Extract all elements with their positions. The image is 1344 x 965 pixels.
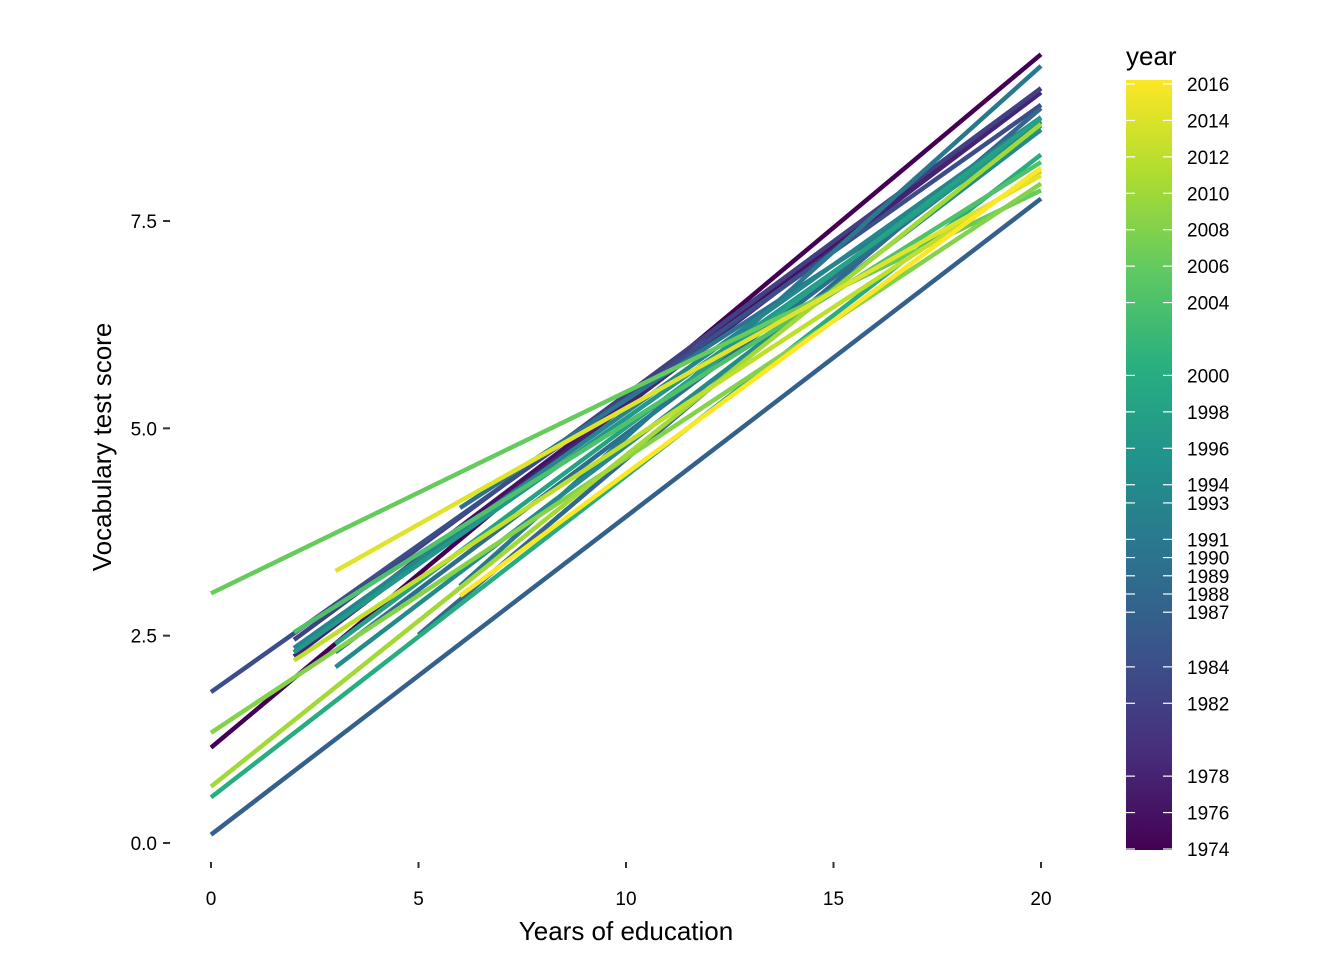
legend-tick-label: 2006 [1187, 257, 1229, 278]
series-line-2016 [458, 166, 1043, 598]
series-line-2014 [334, 173, 1043, 573]
legend-tick-label: 1987 [1187, 603, 1229, 624]
legend-tick-label: 2014 [1187, 111, 1230, 132]
series-line-2006 [210, 188, 1042, 596]
legend-tick-label: 1996 [1187, 439, 1229, 460]
x-tick-label: 20 [1030, 889, 1051, 910]
series-line-1996 [292, 123, 1043, 655]
legend-tick-label: 1993 [1187, 494, 1229, 515]
series-line-2004 [292, 160, 1043, 635]
legend-tick-label: 1994 [1187, 476, 1230, 497]
x-axis: 0 5 10 15 20 [206, 862, 1052, 910]
y-tick-label: 2.5 [131, 627, 157, 648]
series-line-1987 [209, 196, 1043, 837]
x-tick-label: 15 [823, 889, 844, 910]
y-tick-label: 5.0 [131, 419, 157, 440]
legend-tick-label: 1990 [1187, 549, 1229, 570]
legend-tick-label: 1974 [1187, 840, 1230, 861]
x-axis-label: Years of education [519, 916, 733, 946]
x-tick-label: 5 [413, 889, 424, 910]
x-tick-label: 0 [206, 889, 217, 910]
legend-tick-label: 1984 [1187, 658, 1230, 679]
series-lines [209, 52, 1043, 837]
legend-tick-label: 1989 [1187, 567, 1229, 588]
legend-tick-label: 2016 [1187, 75, 1229, 96]
legend-tick-label: 2012 [1187, 148, 1229, 169]
legend-tick-label: 2004 [1187, 294, 1230, 315]
legend-tick-label: 2010 [1187, 184, 1229, 205]
legend-tick-label: 2008 [1187, 221, 1229, 242]
y-tick-label: 7.5 [131, 212, 157, 233]
legend-title: year [1126, 41, 1177, 71]
legend-tick-label: 1978 [1187, 767, 1229, 788]
legend-tick-label: 1982 [1187, 694, 1229, 715]
series-line-2010 [209, 122, 1043, 789]
y-axis: 0.0 2.5 5.0 7.5 [131, 212, 170, 855]
color-legend: year 19741976197819821984198719881989199… [1126, 41, 1230, 861]
x-tick-label: 10 [615, 889, 636, 910]
series-line-2012 [292, 169, 1043, 663]
series-line-1982 [292, 86, 1043, 642]
legend-tick-label: 1998 [1187, 403, 1229, 424]
legend-tick-label: 2000 [1187, 366, 1229, 387]
series-line-2008 [209, 181, 1043, 735]
legend-colorbar [1126, 80, 1172, 850]
y-axis-label: Vocabulary test score [87, 323, 117, 572]
legend-tick-label: 1991 [1187, 530, 1229, 551]
legend-tick-label: 1988 [1187, 585, 1229, 606]
y-tick-label: 0.0 [131, 834, 157, 855]
legend-tick-label: 1976 [1187, 804, 1229, 825]
